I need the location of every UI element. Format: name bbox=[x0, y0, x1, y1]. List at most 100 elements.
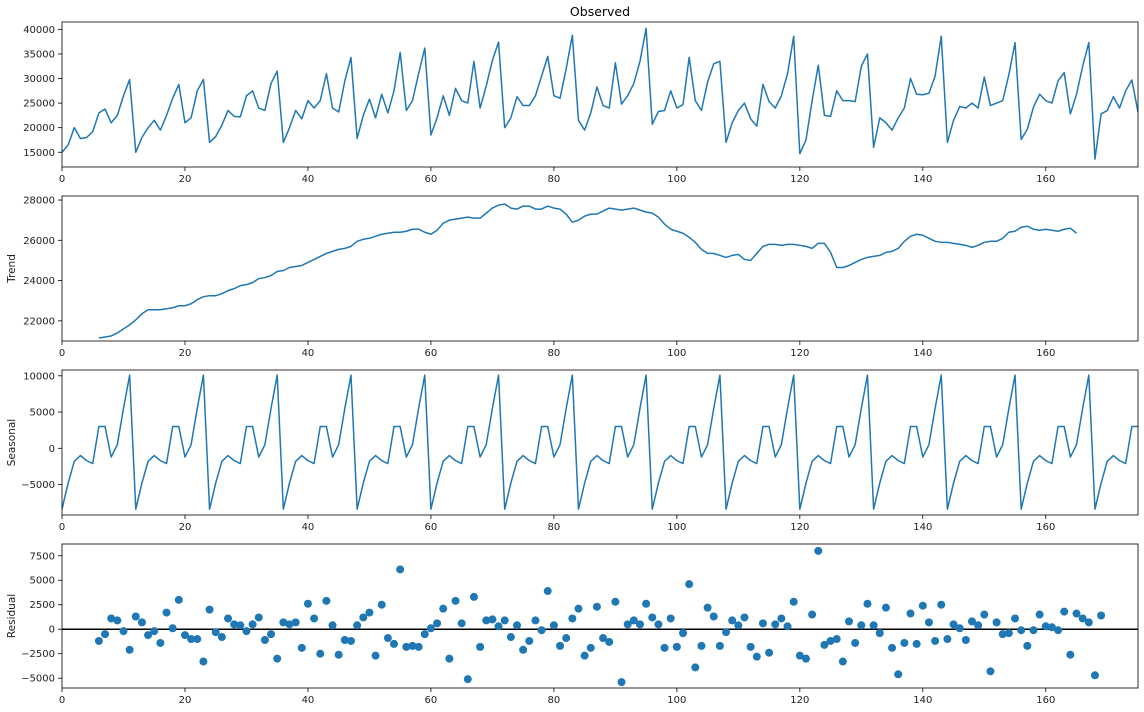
residual-point bbox=[408, 641, 417, 650]
residual-point bbox=[316, 649, 325, 658]
residual-point bbox=[722, 628, 731, 637]
residual-point bbox=[451, 596, 460, 605]
seasonal-xtick-label: 100 bbox=[667, 522, 686, 533]
residual-point bbox=[1011, 614, 1020, 623]
residual-point bbox=[279, 618, 288, 627]
residual-xtick-label: 120 bbox=[790, 695, 809, 706]
residual-point bbox=[1035, 610, 1044, 619]
residual-point bbox=[519, 645, 528, 654]
seasonal-series-line bbox=[62, 374, 1138, 510]
residual-point bbox=[851, 638, 860, 647]
trend-ylabel: Trend bbox=[6, 254, 18, 284]
residual-point bbox=[1041, 622, 1050, 631]
residual-point bbox=[359, 613, 368, 622]
residual-point bbox=[1072, 609, 1081, 618]
residual-ytick-label: 7500 bbox=[30, 551, 55, 562]
observed-ytick-label: 15000 bbox=[23, 148, 55, 159]
residual-point bbox=[254, 613, 263, 622]
residual-point bbox=[1078, 614, 1087, 623]
residual-point bbox=[795, 651, 804, 660]
residual-ytick-label: 0 bbox=[49, 625, 55, 636]
residual-point bbox=[642, 599, 651, 608]
residual-point bbox=[107, 614, 116, 623]
seasonal-ytick-label: 0 bbox=[49, 444, 55, 455]
residual-point bbox=[131, 612, 140, 621]
residual-ytick-label: −5000 bbox=[21, 674, 55, 685]
seasonal-data bbox=[62, 374, 1138, 510]
trend-xtick-label: 40 bbox=[302, 348, 315, 359]
residual-point bbox=[426, 624, 435, 633]
seasonal-xtick-label: 80 bbox=[548, 522, 561, 533]
residual-point bbox=[162, 608, 171, 617]
residual-ytick-label: −2500 bbox=[21, 649, 55, 660]
residual-point bbox=[685, 580, 694, 589]
trend-ytick-label: 22000 bbox=[23, 316, 55, 327]
residual-point bbox=[414, 642, 423, 651]
residual-point bbox=[353, 621, 362, 630]
residual-point bbox=[494, 622, 503, 631]
residual-point bbox=[906, 609, 915, 618]
seasonal-panel: 0 20 40 60 80 100 120 140 160 −5000 0 5000 10000 Seas… bbox=[6, 369, 1139, 533]
seasonal-xtick-label: 140 bbox=[913, 522, 932, 533]
residual-point bbox=[734, 621, 743, 630]
residual-point bbox=[224, 614, 233, 623]
seasonal-xtick-label: 60 bbox=[425, 522, 438, 533]
trend-panel: 0 20 40 60 80 100 120 140 160 22000 24000 26000 2800… bbox=[6, 195, 1139, 359]
residual-point bbox=[832, 635, 841, 644]
trend-axes-frame bbox=[61, 195, 1139, 342]
residual-point bbox=[967, 617, 976, 626]
residual-point bbox=[420, 630, 429, 639]
residual-point bbox=[383, 634, 392, 643]
observed-ytick-label: 20000 bbox=[23, 123, 55, 134]
residual-point bbox=[599, 634, 608, 643]
residual-point bbox=[125, 645, 134, 654]
residual-point bbox=[894, 670, 903, 679]
residual-point bbox=[537, 626, 546, 635]
residual-point bbox=[666, 614, 675, 623]
residual-point bbox=[918, 601, 927, 610]
trend-ytick-label: 24000 bbox=[23, 276, 55, 287]
residual-point bbox=[506, 633, 515, 642]
residual-point bbox=[101, 630, 110, 639]
residual-ylabel: Residual bbox=[6, 594, 18, 638]
residual-point bbox=[482, 616, 491, 625]
residual-point bbox=[285, 620, 294, 629]
residual-point bbox=[168, 624, 177, 633]
residual-point bbox=[801, 654, 810, 663]
observed-xtick-label: 160 bbox=[1036, 174, 1055, 185]
residual-point bbox=[512, 621, 521, 630]
residual-point bbox=[150, 627, 159, 636]
residual-point bbox=[980, 610, 989, 619]
seasonal-ytick-label: 5000 bbox=[30, 408, 55, 419]
residual-ytick-label: 5000 bbox=[30, 576, 55, 587]
residual-point bbox=[1097, 611, 1106, 620]
residual-point bbox=[439, 604, 448, 613]
residual-data bbox=[62, 546, 1138, 687]
residual-point bbox=[654, 620, 663, 629]
residual-point bbox=[525, 636, 534, 645]
residual-point bbox=[463, 675, 472, 684]
seasonal-ytick-label: −5000 bbox=[21, 480, 55, 491]
observed-xtick-label: 40 bbox=[302, 174, 315, 185]
residual-point bbox=[193, 635, 202, 644]
observed-xtick-label: 100 bbox=[667, 174, 686, 185]
residual-point bbox=[303, 599, 312, 608]
residual-point bbox=[1004, 629, 1013, 638]
residual-point bbox=[1054, 626, 1063, 635]
trend-data bbox=[98, 203, 1077, 339]
residual-point bbox=[937, 600, 946, 609]
residual-point bbox=[568, 614, 577, 623]
residual-point bbox=[820, 640, 829, 649]
residual-point bbox=[715, 641, 724, 650]
residual-point bbox=[586, 643, 595, 652]
residual-point bbox=[402, 642, 411, 651]
residual-point bbox=[346, 636, 355, 645]
residual-point bbox=[660, 643, 669, 652]
seasonal-xtick-label: 40 bbox=[302, 522, 315, 533]
residual-point bbox=[881, 603, 890, 612]
residual-point bbox=[961, 636, 970, 644]
residual-point bbox=[211, 628, 220, 637]
trend-xtick-label: 20 bbox=[179, 348, 192, 359]
residual-panel: 0 20 40 60 80 100 120 140 160 −5000 −2500 0 2500 5000… bbox=[6, 543, 1139, 706]
residual-point bbox=[445, 654, 454, 663]
